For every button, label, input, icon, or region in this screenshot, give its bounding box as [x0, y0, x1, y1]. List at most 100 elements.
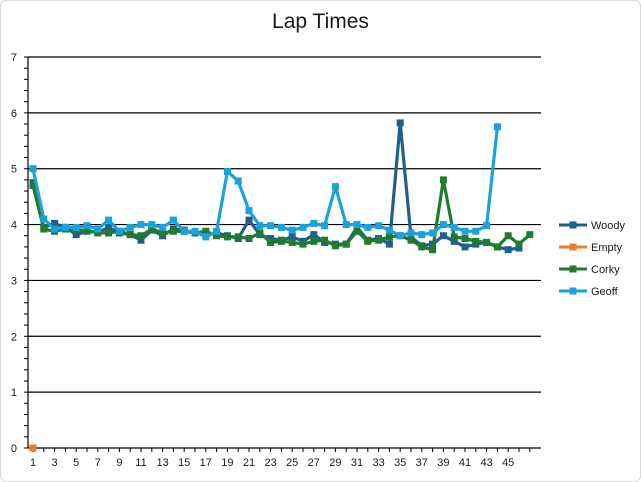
x-tick-label: 27	[308, 457, 320, 469]
data-point-corky	[213, 232, 221, 240]
legend-label-corky: Corky	[591, 264, 620, 276]
y-tick-label: 0	[11, 443, 17, 455]
x-tick-label: 15	[178, 457, 190, 469]
data-point-corky	[364, 237, 372, 245]
data-point-geoff	[202, 233, 210, 241]
x-tick-label: 3	[52, 457, 58, 469]
legend-label-empty: Empty	[591, 242, 623, 254]
legend-marker-woody	[569, 221, 577, 229]
x-tick-label: 37	[416, 457, 428, 469]
data-point-geoff	[321, 222, 329, 230]
data-point-geoff	[148, 221, 156, 229]
legend-item-geoff: Geoff	[559, 286, 619, 298]
data-point-geoff	[115, 227, 123, 235]
data-point-woody	[310, 231, 318, 239]
data-point-corky	[29, 181, 37, 189]
data-point-geoff	[342, 221, 350, 229]
series-empty	[29, 444, 37, 452]
data-point-geoff	[234, 177, 242, 185]
x-tick-label: 13	[156, 457, 168, 469]
data-point-corky	[288, 238, 296, 246]
data-point-corky	[148, 225, 156, 233]
data-point-geoff	[364, 223, 372, 231]
legend-item-empty: Empty	[559, 242, 623, 254]
x-tick-label: 17	[200, 457, 212, 469]
data-point-geoff	[256, 222, 264, 230]
data-point-woody	[515, 244, 523, 252]
series-corky	[29, 176, 534, 254]
data-point-woody	[245, 216, 253, 224]
data-point-corky	[450, 233, 458, 241]
data-point-geoff	[310, 219, 318, 227]
y-tick-label: 7	[11, 52, 17, 64]
data-point-woody	[450, 237, 458, 245]
x-tick-label: 25	[286, 457, 298, 469]
data-point-corky	[418, 243, 426, 251]
data-point-corky	[126, 231, 134, 239]
y-tick-label: 2	[11, 331, 17, 343]
legend: Woody Empty Corky Geoff	[559, 220, 626, 298]
series-layer	[29, 119, 534, 452]
data-point-corky	[159, 229, 167, 237]
x-tick-label: 29	[329, 457, 341, 469]
x-tick-label: 35	[394, 457, 406, 469]
legend-marker-empty	[569, 243, 577, 251]
data-point-geoff	[191, 227, 199, 235]
data-point-geoff	[353, 221, 361, 229]
y-tick-label: 5	[11, 164, 17, 176]
data-point-geoff	[299, 223, 307, 231]
data-point-geoff	[472, 227, 480, 235]
data-point-corky	[137, 232, 145, 240]
x-tick-label: 9	[116, 457, 122, 469]
x-tick-label: 41	[459, 457, 471, 469]
legend-item-corky: Corky	[559, 264, 620, 276]
data-point-geoff	[169, 216, 177, 224]
data-point-geoff	[223, 168, 231, 176]
data-point-geoff	[418, 231, 426, 239]
data-point-corky	[169, 227, 177, 235]
y-tick-label: 4	[11, 220, 17, 232]
series-geoff	[29, 123, 501, 241]
data-point-geoff	[483, 222, 491, 230]
data-point-geoff	[267, 222, 275, 230]
data-point-woody	[137, 236, 145, 244]
data-point-corky	[504, 232, 512, 240]
data-point-woody	[385, 240, 393, 248]
data-point-corky	[493, 243, 501, 251]
x-tick-label: 7	[95, 457, 101, 469]
x-tick-label: 33	[372, 457, 384, 469]
data-point-geoff	[288, 226, 296, 234]
data-point-corky	[385, 233, 393, 241]
data-point-corky	[277, 237, 285, 245]
data-point-corky	[245, 235, 253, 243]
data-point-corky	[375, 236, 383, 244]
data-point-corky	[353, 227, 361, 235]
series-line-woody	[31, 121, 520, 252]
data-point-geoff	[277, 223, 285, 231]
data-point-corky	[429, 246, 437, 254]
data-point-corky	[439, 176, 447, 184]
data-point-geoff	[396, 232, 404, 240]
data-point-geoff	[180, 227, 188, 235]
data-point-geoff	[94, 225, 102, 233]
data-point-woody	[105, 223, 113, 231]
data-point-empty	[29, 444, 37, 452]
data-point-woody	[439, 232, 447, 240]
data-point-corky	[342, 240, 350, 248]
data-point-corky	[40, 225, 48, 233]
data-point-geoff	[126, 223, 134, 231]
data-point-woody	[267, 235, 275, 243]
data-point-geoff	[461, 227, 469, 235]
data-point-geoff	[72, 223, 80, 231]
x-tick-label: 11	[135, 457, 146, 469]
data-point-corky	[223, 233, 231, 241]
data-point-corky	[407, 236, 415, 244]
data-point-woody	[288, 233, 296, 241]
data-point-corky	[483, 238, 491, 246]
data-point-geoff	[51, 225, 59, 233]
data-point-corky	[83, 226, 91, 234]
data-point-geoff	[407, 229, 415, 237]
data-point-corky	[515, 240, 523, 248]
data-point-woody	[461, 243, 469, 251]
